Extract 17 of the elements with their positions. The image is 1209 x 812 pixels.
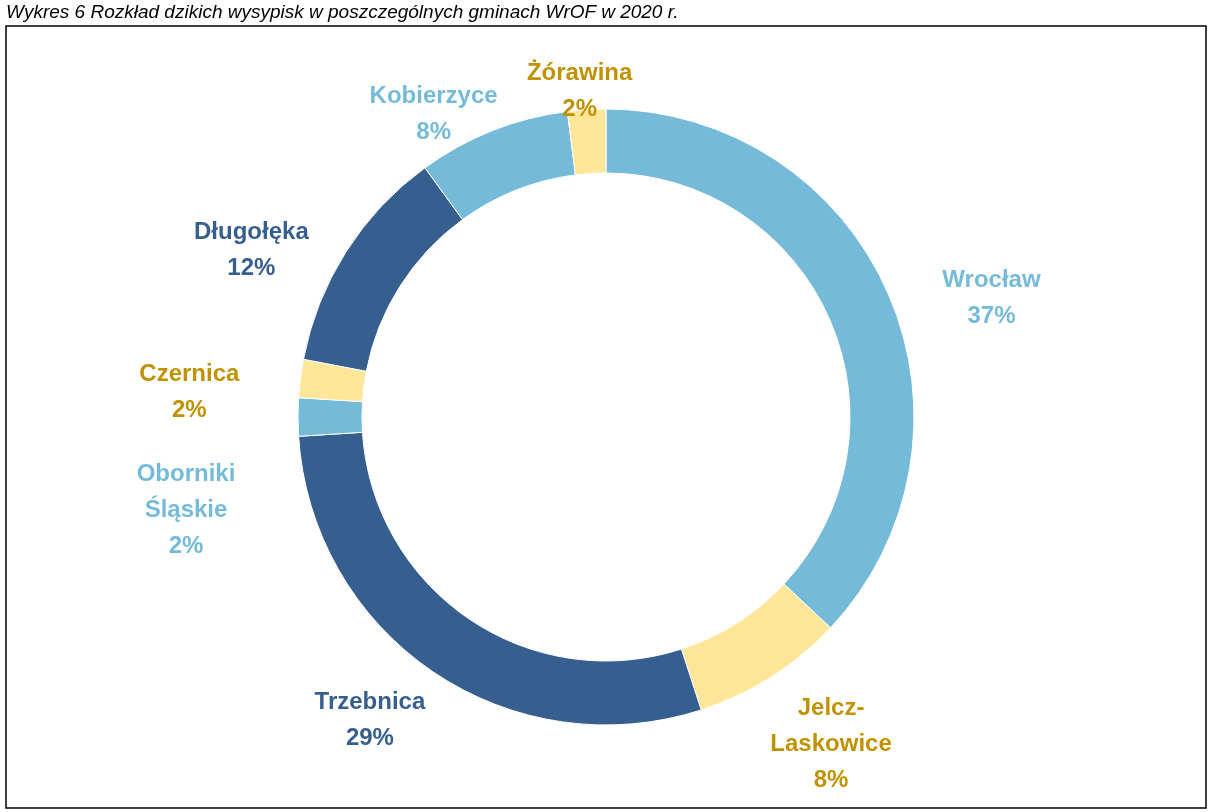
slice-label: Kobierzyce <box>369 81 498 109</box>
data-label: 37% <box>967 300 1016 328</box>
slice-label: Trzebnica <box>314 687 426 715</box>
chart-title: Wykres 6 Rozkład dzikich wysypisk w poszczególnych gminach WrOF w 2020 r. <box>6 1 679 22</box>
data-label: 12% <box>227 253 276 281</box>
data-label: 29% <box>345 723 394 751</box>
slice-label: Żórawina <box>526 57 633 85</box>
slice-label: Oborniki Śląskie <box>136 458 236 522</box>
slice-label: Wrocław <box>942 264 1041 292</box>
slice-label: Jelcz-Laskowice <box>770 693 892 757</box>
slice-label: Czernica <box>139 358 240 386</box>
data-label: 8% <box>416 117 451 145</box>
slice-label: Długołęka <box>194 217 310 245</box>
data-label: 2% <box>168 530 204 558</box>
data-label: 2% <box>562 93 597 121</box>
data-label: 8% <box>813 765 849 793</box>
data-label: 2% <box>171 394 207 422</box>
